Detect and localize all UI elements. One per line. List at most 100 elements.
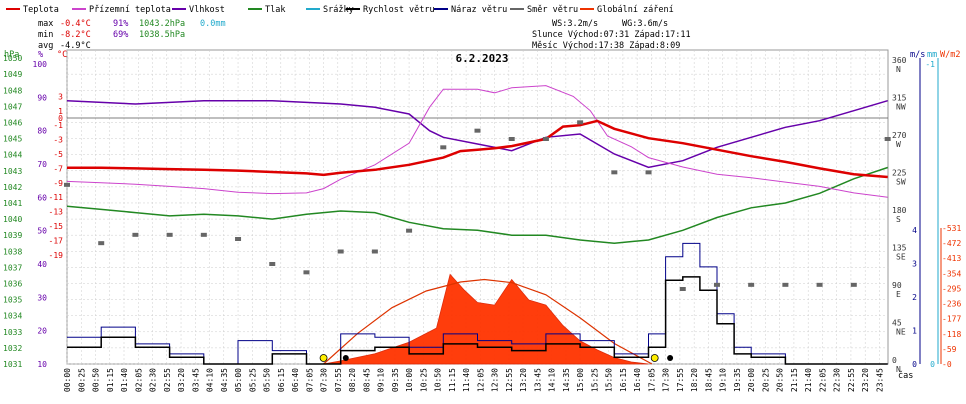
x-tick-label: 17:30 [662,368,671,392]
sunrise-marker [319,354,328,362]
x-tick-label: 13:45 [533,368,542,392]
pct-tick-label: 40 [37,260,47,269]
legend-label: Náraz větru [451,5,507,15]
hpa-tick-label: 1033 [3,328,22,337]
stats-max-rain: 0.0mm [200,19,226,29]
temp-tick-label: -7 [53,164,63,173]
unit-hpa: hPa [4,50,19,60]
dir-tick-label: NW [896,103,906,112]
legend-label: Rychlost větru [363,5,435,15]
wind-direction-point [166,232,173,237]
x-tick-label: 00:25 [77,368,86,392]
x-tick-label: 22:55 [847,368,856,392]
dir-tick-label: W [896,140,901,149]
dir-tick-value: 45 [892,319,902,328]
x-tick-label: 13:20 [519,368,528,392]
dir-tick-label: SW [896,178,906,187]
temp-tick-label: 3 [58,92,63,101]
dir-tick-value: 225 [892,169,907,178]
x-tick-label: 00:00 [63,368,72,392]
wind-direction-point [850,282,857,287]
x-tick-label: 06:15 [277,368,286,392]
x-tick-label: 16:15 [619,368,628,392]
temp-tick-label: -13 [49,208,64,217]
legend-label: Teplota [23,5,59,15]
x-tick-label: 01:15 [106,368,115,392]
x-tick-label: 12:05 [476,368,485,392]
legend-label: Vlhkost [189,5,225,15]
x-tick-label: 08:20 [348,368,357,392]
dir-tick-value: 135 [892,244,907,253]
hpa-tick-label: 1040 [3,215,22,224]
wind-direction-point [816,282,823,287]
wind-direction-point [440,145,447,150]
legend-label: Globální záření [597,5,674,15]
mm-tick-label: 0 [930,360,935,369]
dir-tick-value: 270 [892,131,907,140]
series-temperature [67,119,888,179]
moon-line: Měsíc Východ:17:38 Západ:8:09 [532,41,680,51]
wm2-tick-label: -177 [942,315,961,324]
x-tick-label: 03:20 [177,368,186,392]
stats-max-label: max [38,19,53,29]
dir-tick-label: N [896,365,901,374]
dir-tick-value: 0 [892,356,897,365]
x-tick-label: 03:45 [191,368,200,392]
x-tick-label: 18:20 [690,368,699,392]
unit-mm: mm [927,50,937,60]
wm2-tick-label: -413 [942,254,961,263]
x-tick-label: 20:50 [776,368,785,392]
chart-date: 6.2.2023 [456,52,509,65]
hpa-tick-label: 1037 [3,263,22,272]
x-tick-label: 05:25 [248,368,257,392]
x-tick-label: 14:35 [562,368,571,392]
x-tick-label: 05:50 [263,368,272,392]
x-tick-label: 06:40 [291,368,300,392]
x-tick-label: 09:35 [391,368,400,392]
wind-direction-point [577,120,584,125]
sun-line: Slunce Východ:07:31 Západ:17:11 [532,30,691,40]
temp-tick-label: -11 [49,193,64,202]
stats-max-press: 1043.2hPa [139,19,185,29]
hpa-tick-label: 1047 [3,102,22,111]
ms-tick-label: 0 [912,360,917,369]
stats-min-hum: 69% [113,30,128,40]
legend-label: Tlak [265,5,285,15]
wm2-tick-label: -0 [942,360,952,369]
wind-direction-point [406,228,413,233]
ms-tick-label: 2 [912,293,917,302]
wind-direction-point [884,137,891,141]
wind-direction-point [508,137,515,141]
x-tick-label: 22:05 [818,368,827,392]
hpa-tick-label: 1043 [3,167,22,176]
sunset-marker [650,354,659,362]
hpa-tick-label: 1048 [3,86,22,95]
temp-tick-label: 0 [58,114,63,123]
x-tick-label: 04:35 [220,368,229,392]
moonrise-marker [667,355,674,361]
legend: Teplota Přízemní teplota Vlhkost Tlak Srážky… [6,5,674,15]
dir-tick-value: 90 [892,281,902,290]
x-tick-label: 07:05 [305,368,314,392]
hpa-tick-label: 1042 [3,183,22,192]
unit-degc: °C [57,50,67,60]
stats-avg-temp: -4.9°C [60,41,91,51]
x-tick-label: 20:25 [761,368,770,392]
wind-sun-info: WS:3.2m/s WG:3.6m/s Slunce Východ:07:31 … [532,19,691,51]
pct-tick-label: 50 [37,227,47,236]
x-tick-label: 21:15 [790,368,799,392]
ms-tick-label: 4 [912,226,917,235]
x-tick-label: 04:10 [206,368,215,392]
pct-tick-label: 100 [33,60,48,69]
pct-tick-label: 30 [37,293,47,302]
wind-direction-point [542,137,549,141]
x-tick-label: 00:50 [92,368,101,392]
ms-tick-label: 3 [912,260,917,269]
axes: 1031103210331034103510361037103810391040… [3,54,961,392]
pct-tick-label: 70 [37,160,47,169]
x-tick-label: 15:50 [605,368,614,392]
dir-tick-value: 315 [892,94,907,103]
x-tick-label: 02:05 [134,368,143,392]
x-tick-label: 05:00 [234,368,243,392]
x-tick-label: 22:30 [833,368,842,392]
